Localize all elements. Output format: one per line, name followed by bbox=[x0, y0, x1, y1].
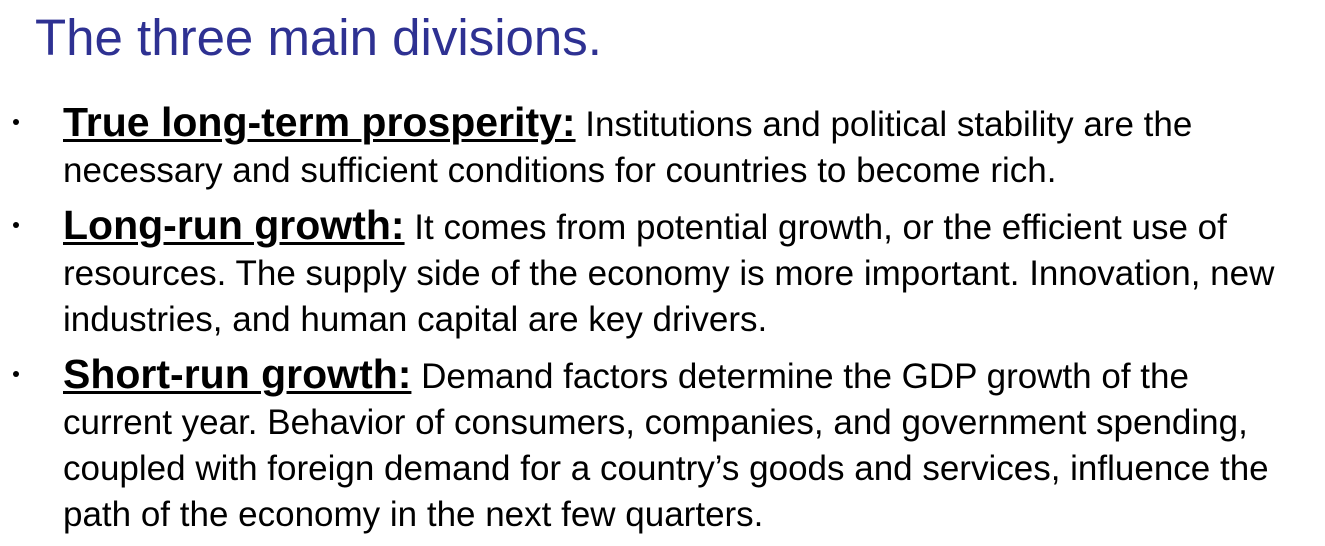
bullet-text: Institutions and political stability are… bbox=[63, 105, 1193, 190]
bullet-dot-icon bbox=[13, 371, 19, 377]
bullet-text: It comes from potential growth, or the e… bbox=[63, 208, 1275, 339]
bullet-term: Long-run growth: bbox=[63, 202, 405, 248]
bullet-item-long-run-growth: Long-run growth: It comes from potential… bbox=[0, 202, 1290, 343]
bullet-text: Demand factors determine the GDP growth … bbox=[63, 357, 1269, 534]
bullet-list: True long-term prosperity: Institutions … bbox=[0, 99, 1290, 546]
bullet-dot-icon bbox=[13, 222, 19, 228]
slide-title: The three main divisions. bbox=[35, 9, 602, 66]
bullet-dot-icon bbox=[13, 119, 19, 125]
bullet-item-prosperity: True long-term prosperity: Institutions … bbox=[0, 99, 1290, 194]
bullet-term: True long-term prosperity: bbox=[63, 99, 576, 145]
bullet-item-short-run-growth: Short-run growth: Demand factors determi… bbox=[0, 351, 1290, 538]
bullet-term: Short-run growth: bbox=[63, 351, 412, 397]
